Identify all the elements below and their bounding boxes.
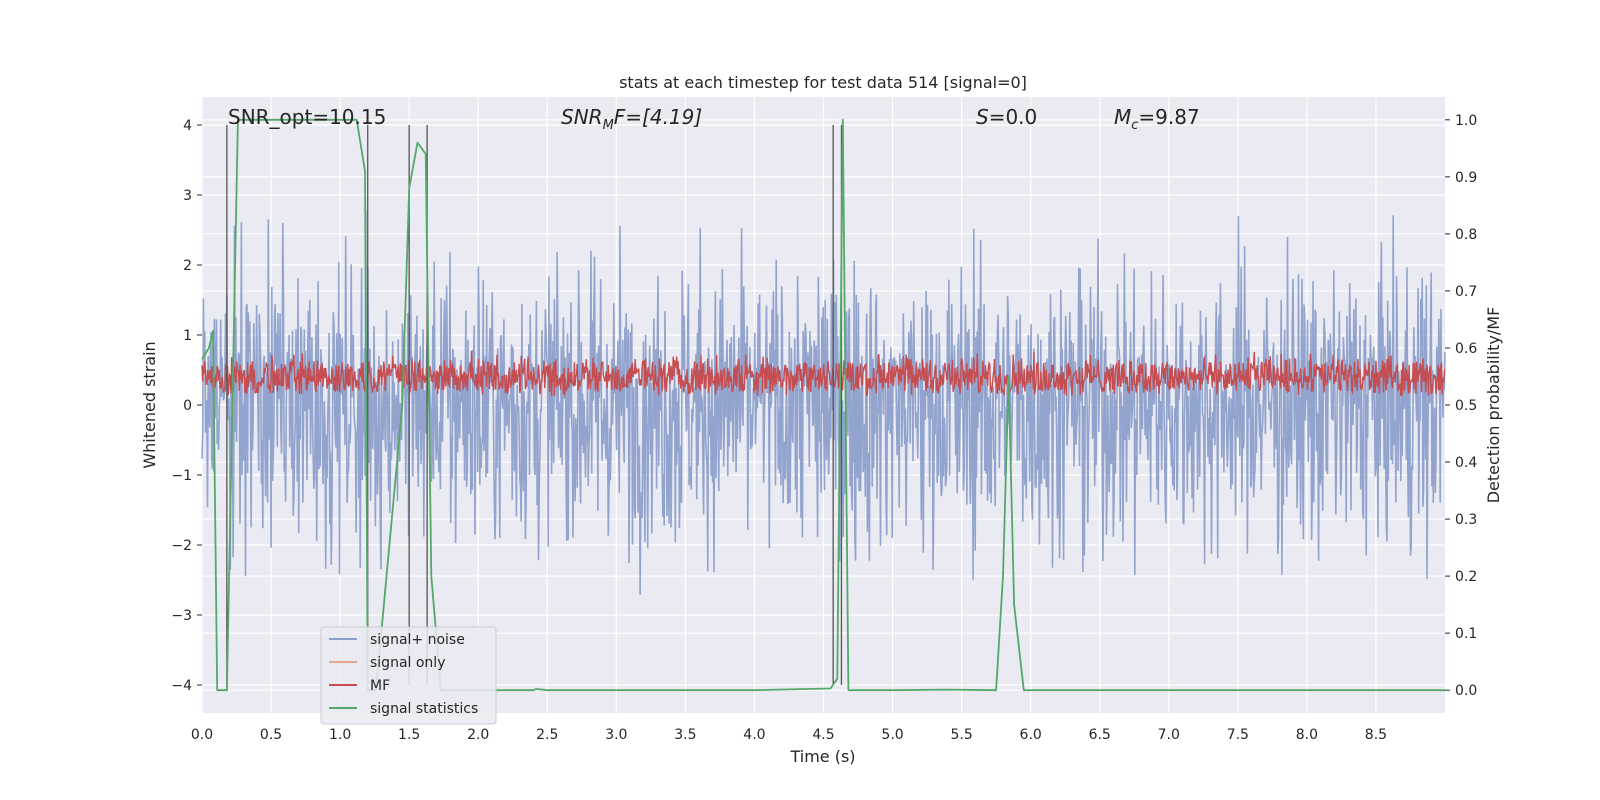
- y-axis-label-right: Detection probability/MF: [1484, 307, 1503, 504]
- x-tick-label: 6.0: [1020, 727, 1042, 743]
- x-tick-label: 2.5: [536, 727, 558, 743]
- y-tick-label-right: 0.2: [1455, 569, 1477, 585]
- x-tick-label: 5.0: [881, 727, 903, 743]
- y-axis-label-left: Whitened strain: [140, 341, 159, 468]
- x-tick-label: 0.0: [191, 727, 213, 743]
- annotation-s-prefix: S: [976, 105, 989, 129]
- x-tick-label: 0.5: [260, 727, 282, 743]
- y-tick-label-left: 4: [183, 118, 192, 134]
- y-tick-label-right: 0.4: [1455, 455, 1477, 471]
- annotation-mc-sub: c: [1131, 118, 1138, 133]
- y-tick-label-right: 0.3: [1455, 512, 1477, 528]
- y-tick-label-right: 0.9: [1455, 170, 1477, 186]
- y-tick-label-left: −1: [171, 468, 192, 484]
- ticks: 0.0 0.5 1.0 1.5 2.0 2.5 3.0 3.5 4.0 4.5 5.0 5.5 6.0 6…: [171, 113, 1477, 743]
- annotation-mc: Mc=9.87: [1114, 105, 1200, 133]
- y-tick-label-left: −2: [171, 538, 192, 554]
- y-tick-label-left: −4: [171, 678, 192, 694]
- annotation-mc-prefix: M: [1114, 105, 1131, 129]
- chart-title: stats at each timestep for test data 514…: [619, 73, 1027, 92]
- y-tick-label-left: −3: [171, 608, 192, 624]
- x-tick-label: 6.5: [1089, 727, 1111, 743]
- x-tick-label: 3.0: [605, 727, 627, 743]
- annotation-mc-suffix: =9.87: [1138, 105, 1199, 129]
- y-tick-label-right: 0.1: [1455, 626, 1477, 642]
- annotation-snr-mf-suffix: F=[4.19]: [614, 105, 702, 129]
- y-tick-label-left: 1: [183, 328, 192, 344]
- y-tick-label-right: 0.8: [1455, 227, 1477, 243]
- annotation-snr-mf: SNRMF=[4.19]: [561, 105, 702, 133]
- y-tick-label-right: 0.5: [1455, 398, 1477, 414]
- y-tick-label-left: 2: [183, 258, 192, 274]
- annotation-s: S=0.0: [976, 105, 1037, 129]
- x-tick-label: 1.0: [329, 727, 351, 743]
- y-tick-label-right: 1.0: [1455, 113, 1477, 129]
- y-tick-label-left: 3: [183, 188, 192, 204]
- x-tick-label: 7.5: [1227, 727, 1249, 743]
- x-tick-label: 3.5: [674, 727, 696, 743]
- legend-box: [320, 626, 497, 725]
- annotation-snr-mf-prefix: SNR: [561, 105, 603, 129]
- x-tick-label: 1.5: [398, 727, 420, 743]
- legend: signal+ noise signal only MF signal stat…: [320, 626, 497, 725]
- annotation-snr-mf-sub: M: [603, 118, 614, 133]
- x-axis-label: Time (s): [789, 747, 855, 766]
- legend-label-signal-statistics: signal statistics: [370, 701, 478, 717]
- legend-label-signal-only: signal only: [370, 655, 445, 671]
- legend-label-signal-noise: signal+ noise: [370, 632, 465, 648]
- x-tick-label: 5.5: [950, 727, 972, 743]
- x-tick-label: 4.0: [743, 727, 765, 743]
- x-tick-label: 7.0: [1158, 727, 1180, 743]
- x-tick-label: 8.5: [1365, 727, 1387, 743]
- x-tick-label: 4.5: [812, 727, 834, 743]
- y-tick-label-left: 0: [183, 398, 192, 414]
- y-tick-label-right: 0.0: [1455, 683, 1477, 699]
- annotation-s-suffix: =0.0: [989, 105, 1038, 129]
- y-tick-label-right: 0.6: [1455, 341, 1477, 357]
- x-tick-label: 8.0: [1296, 727, 1318, 743]
- y-tick-label-right: 0.7: [1455, 284, 1477, 300]
- annotation-snr-opt: SNR_opt=10.15: [228, 105, 386, 129]
- x-tick-label: 2.0: [467, 727, 489, 743]
- legend-label-mf: MF: [370, 678, 390, 694]
